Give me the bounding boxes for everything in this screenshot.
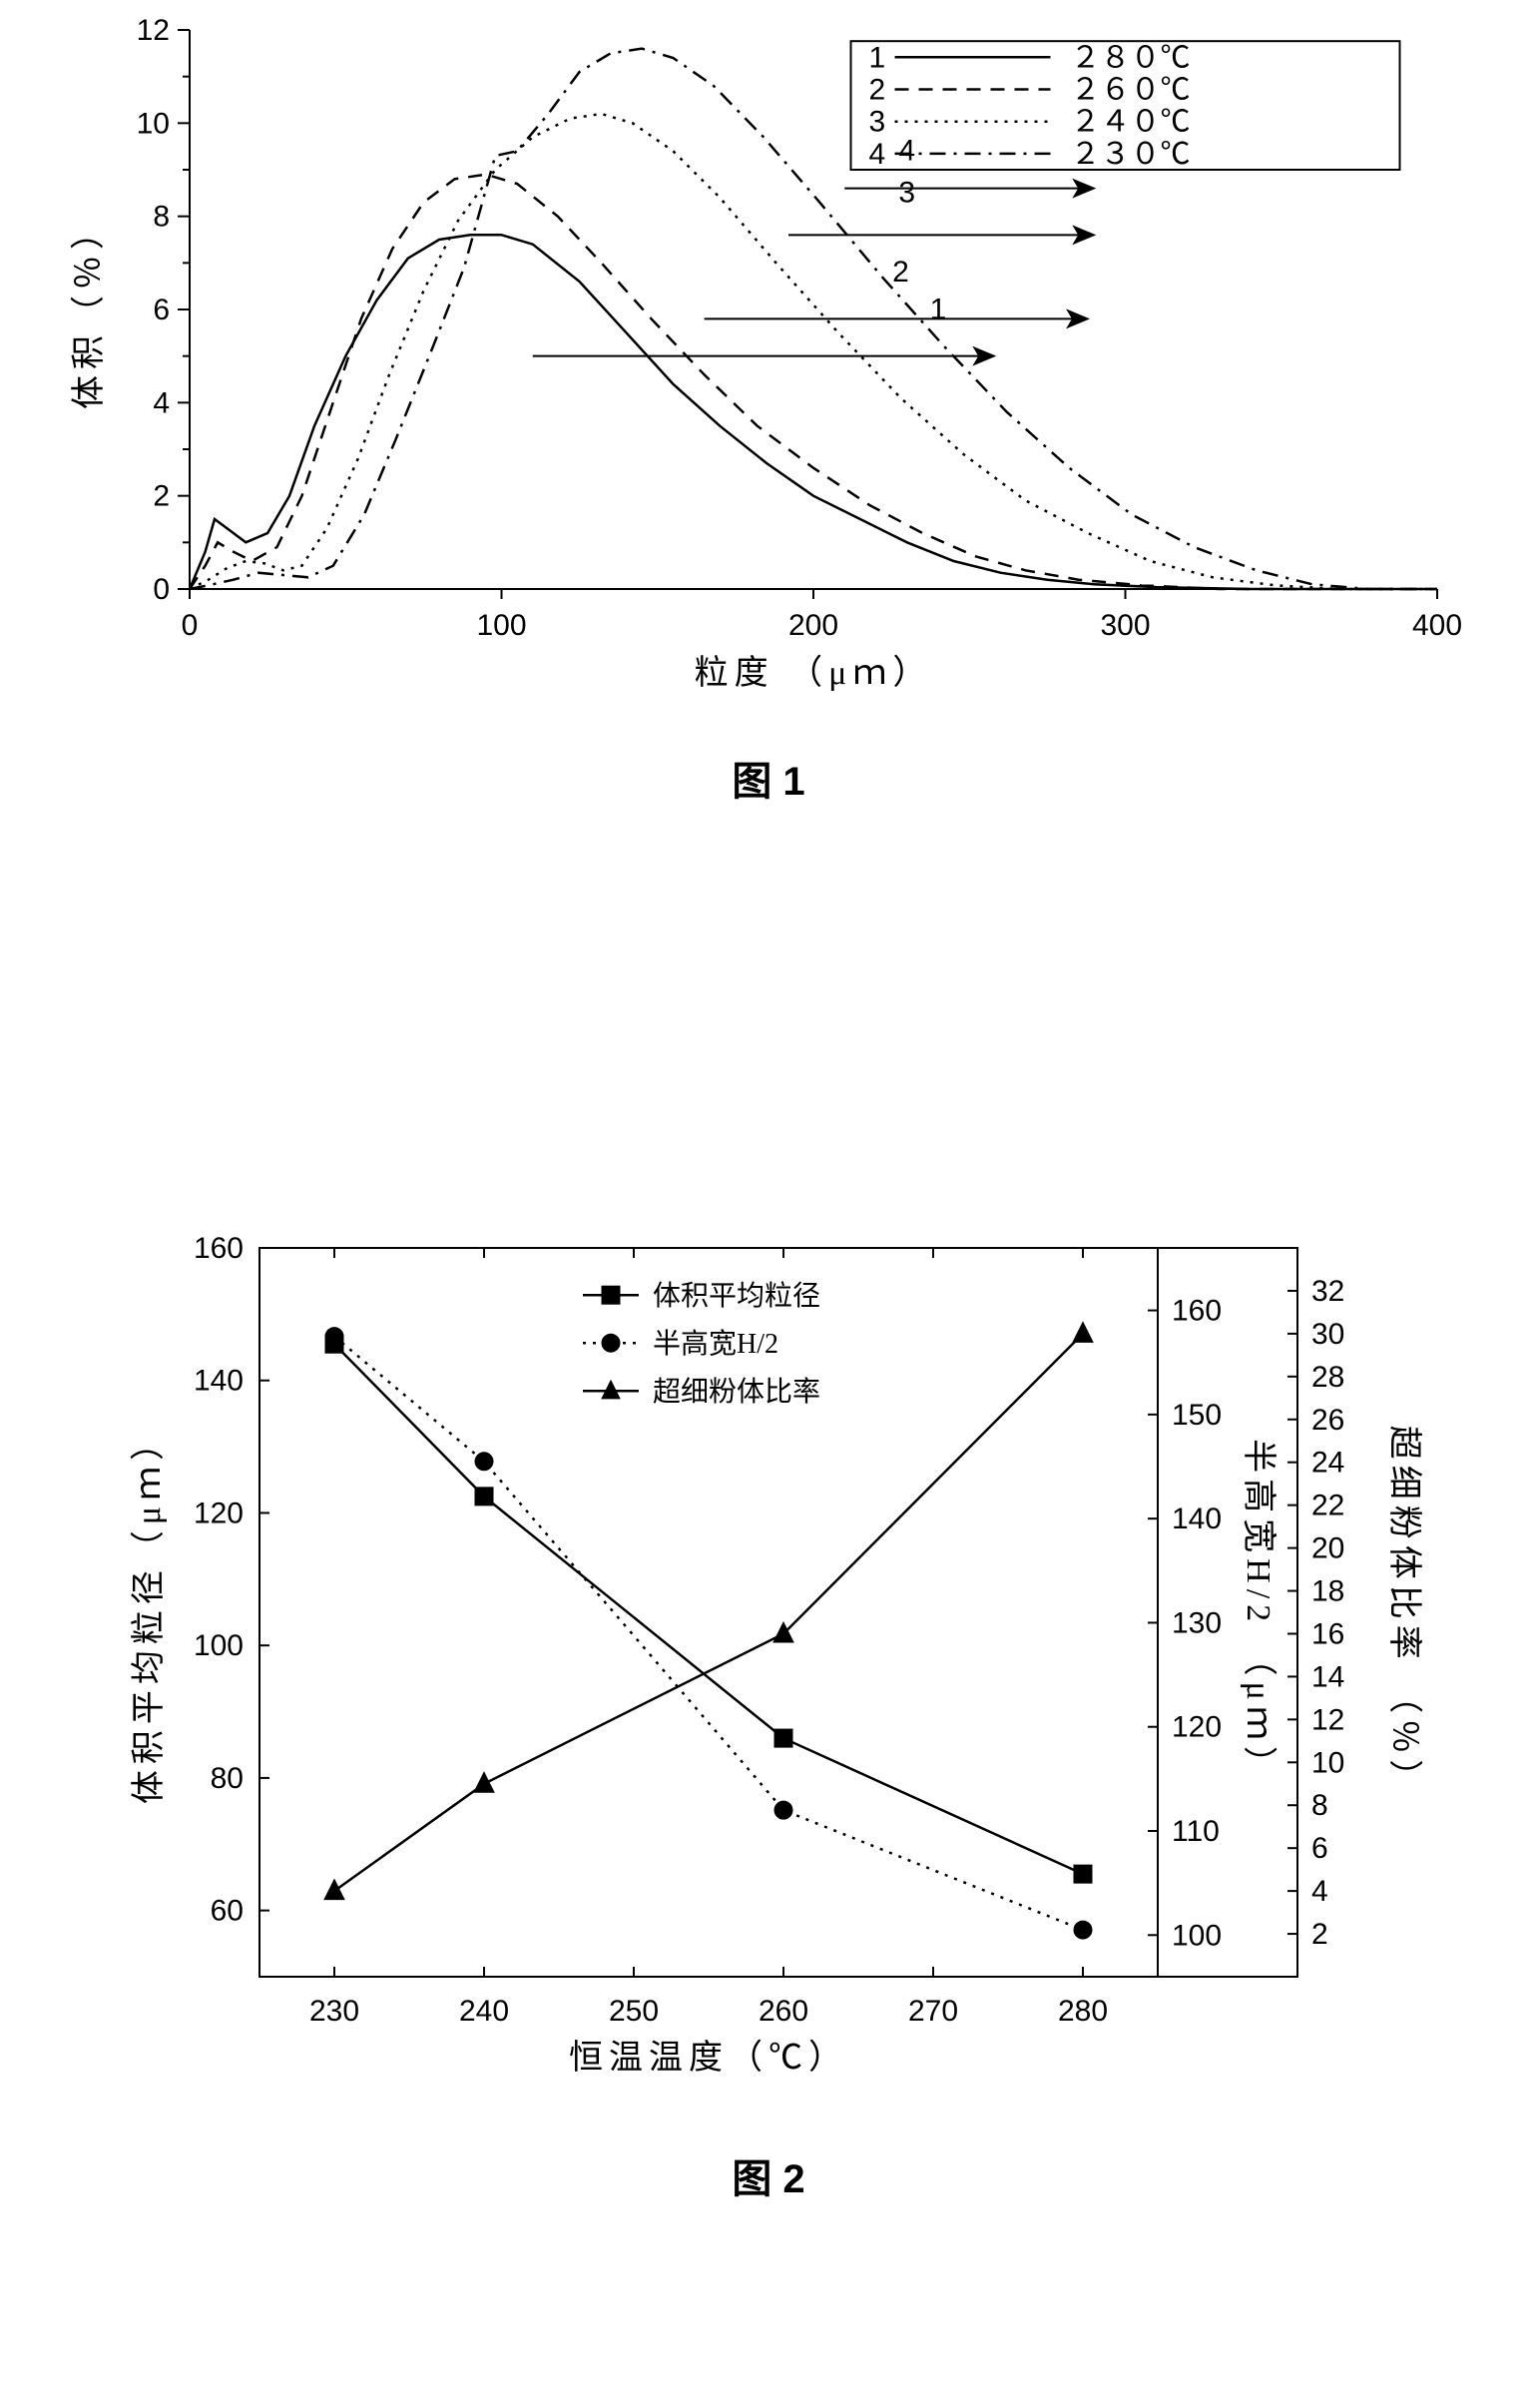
svg-text:4: 4 <box>869 138 886 171</box>
svg-text:26: 26 <box>1311 1404 1344 1437</box>
svg-text:100: 100 <box>476 609 526 642</box>
legend-item-1: 半高宽H/2 <box>653 1328 778 1360</box>
svg-text:超细粉体比率 （％）: 超细粉体比率 （％） <box>1385 1426 1423 1800</box>
arrow-label-1: 1 <box>930 293 947 325</box>
svg-text:4: 4 <box>1311 1875 1328 1908</box>
svg-text:100: 100 <box>1172 1919 1222 1952</box>
svg-text:２４０℃: ２４０℃ <box>1071 106 1191 139</box>
svg-text:120: 120 <box>194 1497 244 1529</box>
svg-text:体积（％）: 体积（％） <box>70 210 108 409</box>
svg-text:2: 2 <box>869 74 886 107</box>
svg-text:18: 18 <box>1311 1575 1344 1608</box>
svg-text:260: 260 <box>759 1995 808 2028</box>
svg-text:恒温温度（℃）: 恒温温度（℃） <box>569 2039 848 2077</box>
svg-text:300: 300 <box>1100 609 1150 642</box>
figure-1-chart: 0100200300400024681012粒度 （μｍ）体积（％）12341２… <box>60 10 1477 709</box>
figure-1-caption: 图 1 <box>60 749 1477 807</box>
svg-text:0: 0 <box>182 609 199 642</box>
svg-text:28: 28 <box>1311 1361 1344 1394</box>
figure-2-chart: 2302402502602702806080100120140160100110… <box>110 1218 1427 2097</box>
svg-text:22: 22 <box>1311 1490 1344 1522</box>
svg-text:100: 100 <box>194 1629 244 1662</box>
svg-text:6: 6 <box>1311 1832 1328 1865</box>
series-体积平均粒径 <box>334 1344 1083 1874</box>
svg-text:1: 1 <box>869 41 886 74</box>
svg-text:8: 8 <box>153 201 170 234</box>
svg-text:14: 14 <box>1311 1660 1344 1693</box>
figure-2-caption: 图 2 <box>110 2146 1427 2204</box>
svg-text:2: 2 <box>1311 1918 1328 1951</box>
svg-text:16: 16 <box>1311 1617 1344 1650</box>
svg-text:２６０℃: ２６０℃ <box>1071 74 1191 107</box>
arrow-label-2: 2 <box>892 256 909 289</box>
svg-text:体积平均粒径（μｍ）: 体积平均粒径（μｍ） <box>130 1421 168 1804</box>
svg-text:250: 250 <box>609 1995 659 2028</box>
svg-text:6: 6 <box>153 294 170 326</box>
svg-text:10: 10 <box>137 107 170 140</box>
svg-text:20: 20 <box>1311 1532 1344 1565</box>
legend-item-2: 超细粉体比率 <box>653 1376 820 1408</box>
svg-text:230: 230 <box>309 1995 359 2028</box>
svg-text:２３０℃: ２３０℃ <box>1071 138 1191 171</box>
svg-text:24: 24 <box>1311 1447 1344 1480</box>
series-260C <box>190 175 1437 589</box>
svg-text:270: 270 <box>908 1995 958 2028</box>
svg-text:280: 280 <box>1058 1995 1108 2028</box>
series-280C <box>190 235 1437 589</box>
svg-text:12: 12 <box>1311 1703 1344 1736</box>
svg-text:8: 8 <box>1311 1789 1328 1822</box>
svg-text:3: 3 <box>869 106 886 139</box>
svg-text:160: 160 <box>1172 1295 1222 1328</box>
svg-text:２８０℃: ２８０℃ <box>1071 41 1191 74</box>
svg-text:0: 0 <box>153 573 170 606</box>
svg-text:32: 32 <box>1311 1275 1344 1308</box>
series-超细粉体比率 <box>334 1334 1083 1891</box>
svg-text:120: 120 <box>1172 1711 1222 1744</box>
svg-text:110: 110 <box>1172 1815 1220 1848</box>
svg-text:10: 10 <box>1311 1746 1344 1779</box>
svg-text:12: 12 <box>137 14 170 47</box>
svg-text:80: 80 <box>211 1762 244 1795</box>
figure-2-container: 2302402502602702806080100120140160100110… <box>110 1218 1427 2204</box>
svg-text:30: 30 <box>1311 1318 1344 1351</box>
arrow-label-3: 3 <box>898 177 915 210</box>
svg-text:140: 140 <box>194 1365 244 1398</box>
svg-text:60: 60 <box>211 1895 244 1928</box>
svg-text:400: 400 <box>1412 609 1462 642</box>
series-半高宽H/2 <box>334 1337 1083 1931</box>
svg-text:130: 130 <box>1172 1606 1222 1639</box>
legend-item-0: 体积平均粒径 <box>653 1280 820 1312</box>
figure-1-container: 0100200300400024681012粒度 （μｍ）体积（％）12341２… <box>60 10 1477 807</box>
svg-text:2: 2 <box>153 480 170 513</box>
svg-text:150: 150 <box>1172 1399 1222 1432</box>
series-240C <box>190 114 1437 589</box>
arrow-label-4: 4 <box>898 135 915 168</box>
svg-text:200: 200 <box>788 609 838 642</box>
svg-text:4: 4 <box>153 386 170 419</box>
svg-text:160: 160 <box>194 1232 244 1265</box>
svg-text:半高宽H/2 （μｍ）: 半高宽H/2 （μｍ） <box>1240 1439 1278 1786</box>
svg-text:140: 140 <box>1172 1503 1222 1535</box>
svg-text:粒度 （μｍ）: 粒度 （μｍ） <box>695 654 933 692</box>
svg-text:240: 240 <box>459 1995 509 2028</box>
